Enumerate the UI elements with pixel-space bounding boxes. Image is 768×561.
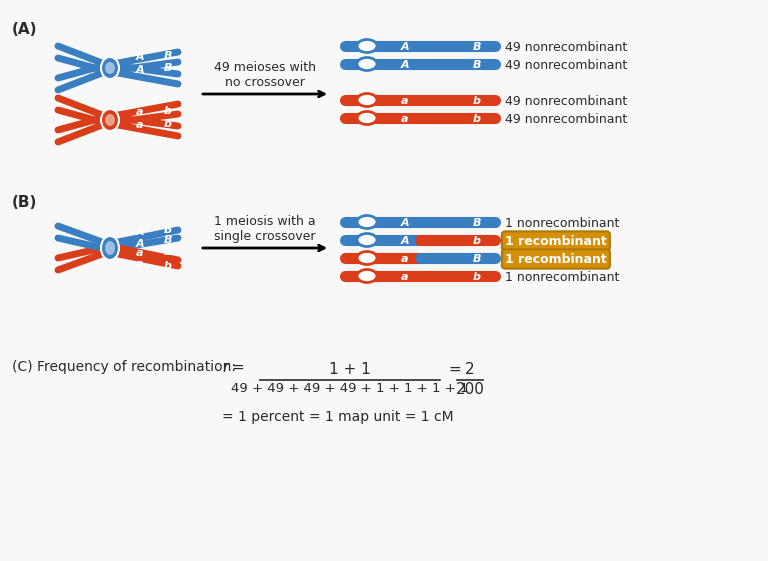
Text: b: b [473, 236, 481, 246]
Ellipse shape [357, 57, 377, 71]
Text: B: B [164, 51, 172, 61]
Text: a: a [136, 248, 144, 258]
Text: b: b [164, 106, 172, 116]
Text: A: A [401, 60, 409, 70]
Text: 1 recombinant: 1 recombinant [505, 234, 607, 247]
Text: a: a [401, 272, 409, 282]
Text: b: b [473, 114, 481, 124]
Text: A: A [136, 65, 144, 75]
Text: 49 nonrecombinant: 49 nonrecombinant [505, 113, 627, 126]
Text: 200: 200 [455, 382, 485, 397]
Ellipse shape [101, 109, 119, 131]
Ellipse shape [101, 57, 119, 79]
Text: B: B [473, 218, 482, 228]
Text: A: A [136, 52, 144, 62]
Text: 49 nonrecombinant: 49 nonrecombinant [505, 58, 627, 71]
Text: a: a [401, 96, 409, 106]
Text: 1 recombinant: 1 recombinant [505, 252, 607, 265]
Text: B: B [473, 254, 482, 264]
Text: a: a [401, 114, 409, 124]
Text: a: a [136, 120, 144, 130]
Text: a: a [401, 254, 409, 264]
Text: B: B [164, 63, 172, 73]
Text: 1 nonrecombinant: 1 nonrecombinant [505, 217, 619, 229]
Ellipse shape [105, 241, 115, 255]
Text: a: a [136, 259, 144, 269]
Text: 49 meioses with
no crossover: 49 meioses with no crossover [214, 61, 316, 89]
Text: A: A [401, 236, 409, 246]
Text: =: = [448, 362, 461, 377]
Ellipse shape [357, 233, 377, 246]
Ellipse shape [101, 236, 119, 260]
Text: (B): (B) [12, 195, 38, 210]
Text: 1 nonrecombinant: 1 nonrecombinant [505, 270, 619, 283]
Text: 1 + 1: 1 + 1 [329, 362, 371, 377]
Ellipse shape [357, 269, 377, 283]
Text: A: A [401, 42, 409, 52]
Ellipse shape [357, 39, 377, 53]
Text: b: b [164, 261, 172, 271]
Text: b: b [473, 96, 481, 106]
Text: A: A [136, 227, 144, 237]
Ellipse shape [357, 94, 377, 107]
Ellipse shape [105, 114, 115, 126]
Text: 49 + 49 + 49 + 49 + 1 + 1 + 1 + 1: 49 + 49 + 49 + 49 + 1 + 1 + 1 + 1 [231, 382, 468, 395]
Text: 49 nonrecombinant: 49 nonrecombinant [505, 40, 627, 53]
Text: B: B [473, 42, 482, 52]
Text: 1 meiosis with a
single crossover: 1 meiosis with a single crossover [214, 215, 316, 243]
Ellipse shape [357, 251, 377, 264]
Text: $r =$: $r =$ [222, 360, 244, 375]
Text: (C) Frequency of recombination:: (C) Frequency of recombination: [12, 360, 236, 374]
Text: = 1 percent = 1 map unit = 1 cM: = 1 percent = 1 map unit = 1 cM [222, 410, 454, 424]
Text: 2: 2 [465, 362, 475, 377]
Text: 49 nonrecombinant: 49 nonrecombinant [505, 94, 627, 108]
Text: (A): (A) [12, 22, 38, 37]
Text: b: b [164, 119, 172, 129]
Ellipse shape [357, 112, 377, 125]
Text: B: B [164, 225, 172, 235]
Text: A: A [401, 218, 409, 228]
Text: a: a [136, 107, 144, 117]
Text: A: A [136, 239, 144, 249]
Ellipse shape [357, 215, 377, 228]
Text: b: b [164, 247, 172, 257]
Ellipse shape [105, 62, 115, 74]
Text: b: b [473, 272, 481, 282]
Text: B: B [164, 235, 172, 245]
Text: B: B [473, 60, 482, 70]
